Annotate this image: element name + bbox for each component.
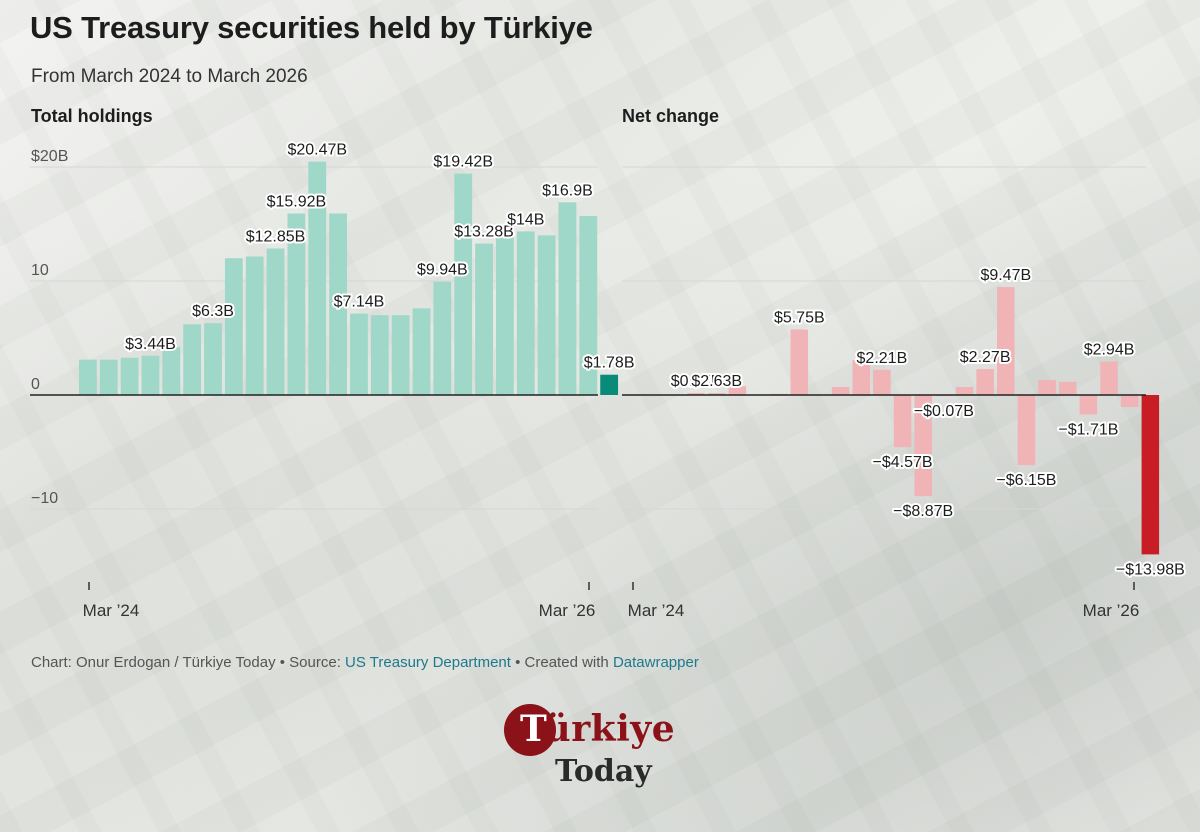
holdings-data-label: $12.85B [246, 229, 306, 246]
change-bar [976, 369, 994, 395]
change-bar [790, 329, 809, 395]
holdings-bar [454, 173, 473, 395]
source-link[interactable]: US Treasury Department [345, 654, 511, 671]
holdings-bar [516, 231, 535, 395]
holdings-bar [120, 357, 139, 395]
holdings-bar [370, 315, 389, 395]
chart-title: US Treasury securities held by Türkiye [30, 10, 593, 45]
change-data-label: −$1.71B [1058, 421, 1118, 438]
change-bar [1141, 395, 1160, 555]
holdings-bar [245, 256, 264, 395]
holdings-data-label: $1.78B [584, 355, 635, 372]
holdings-bar [350, 313, 368, 395]
panel-title-total-holdings: Total holdings [31, 106, 153, 126]
holdings-bar [558, 202, 577, 395]
holdings-data-label: $6.3B [192, 303, 234, 320]
change-data-label: −$8.87B [893, 503, 953, 520]
change-data-label: $2.21B [857, 350, 908, 367]
y-tick-label: −10 [31, 490, 58, 507]
holdings-bar [537, 235, 556, 395]
change-bar [1100, 361, 1118, 395]
holdings-bar [391, 315, 410, 395]
footer-created-label: • Created with [515, 654, 609, 671]
logo-circle-icon [504, 704, 556, 756]
change-bar [687, 393, 705, 395]
chart-footer: Chart: Onur Erdogan / Türkiye Today • So… [31, 654, 699, 671]
change-bar [1120, 395, 1139, 407]
footer-credit: Chart: Onur Erdogan / Türkiye Today [31, 654, 276, 671]
holdings-bar [79, 359, 97, 395]
logo-wordmark: Türkiye [520, 708, 676, 750]
holdings-data-label: $13.28B [454, 224, 514, 241]
change-bar [831, 387, 850, 395]
holdings-bar [162, 347, 181, 395]
logo-subword: Today [555, 754, 652, 789]
holdings-data-label: $19.42B [433, 154, 493, 171]
holdings-bar [475, 243, 493, 395]
holdings-data-label: $7.14B [334, 294, 385, 311]
holdings-bar [99, 359, 118, 395]
change-data-label: $9.47B [980, 267, 1031, 284]
x-tick-label: Mar ’26 [539, 601, 596, 620]
x-tick-label: Mar ’24 [83, 601, 140, 620]
change-data-label: $2.27B [960, 349, 1011, 366]
holdings-bar [183, 324, 202, 395]
change-bar [955, 387, 974, 395]
change-bar [914, 395, 932, 497]
holdings-bar [266, 248, 285, 395]
change-bar [707, 393, 726, 395]
change-bar [728, 386, 747, 395]
holdings-bar [141, 355, 160, 395]
holdings-data-label: $9.94B [417, 262, 468, 279]
charts-canvas: $20B 10 0 −10 $3.44B $6.3B $12.85B $15.92B $20.4… [30, 140, 1187, 620]
holdings-bar [204, 323, 222, 395]
change-bar [852, 360, 870, 395]
change-data-label: $2.94B [1084, 341, 1135, 358]
holdings-data-label: $16.9B [542, 182, 593, 199]
change-bar [873, 369, 891, 395]
x-tick-label: Mar ’26 [1083, 601, 1140, 620]
panel-title-net-change: Net change [622, 106, 720, 126]
change-bar [997, 287, 1015, 395]
change-data-label: $2.63B [691, 373, 742, 390]
holdings-bar [433, 281, 452, 395]
x-tick-label: Mar ’24 [628, 601, 685, 620]
holdings-bar [224, 258, 243, 395]
change-bar [1059, 381, 1077, 395]
holdings-bar [412, 308, 431, 395]
change-data-label: −$4.57B [873, 454, 933, 471]
holdings-bar [579, 216, 598, 395]
holdings-data-label: $15.92B [267, 194, 327, 211]
y-tick-label: 0 [31, 376, 40, 393]
y-tick-label: 10 [31, 262, 49, 279]
holdings-bar [496, 236, 514, 395]
footer-source-label: • Source: [279, 654, 341, 671]
chart-subtitle: From March 2024 to March 2026 [31, 66, 308, 87]
datawrapper-link[interactable]: Datawrapper [612, 654, 699, 671]
change-data-label: $0.17B [671, 373, 722, 390]
change-bar [1079, 395, 1098, 415]
change-data-label: −$6.15B [996, 472, 1056, 489]
holdings-bar [600, 374, 619, 395]
holdings-bar [287, 213, 306, 395]
holdings-data-label: $3.44B [125, 336, 176, 353]
change-data-label: −$13.98B [1116, 561, 1185, 578]
holdings-data-label: $14B [507, 211, 544, 228]
change-bar [1017, 395, 1036, 466]
holdings-bar [329, 213, 347, 395]
change-data-label: −$0.07B [914, 403, 974, 420]
holdings-bar [308, 161, 327, 395]
y-tick-label: $20B [31, 148, 68, 165]
change-bar [893, 395, 912, 448]
holdings-data-label: $20.47B [287, 142, 347, 159]
change-data-label: $5.75B [774, 309, 825, 326]
change-bar [1038, 379, 1056, 395]
turkiye-today-logo: Türkiye Today [500, 700, 700, 800]
